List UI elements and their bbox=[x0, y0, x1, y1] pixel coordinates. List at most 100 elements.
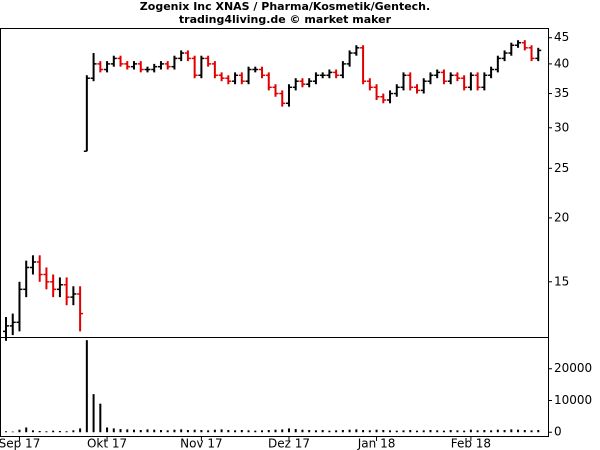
y-tick-label: 30 bbox=[554, 120, 569, 134]
volume-bar bbox=[65, 431, 68, 433]
volume-bar bbox=[517, 429, 520, 433]
volume-bar bbox=[382, 430, 385, 433]
volume-bar bbox=[442, 430, 445, 433]
x-tick-label: Okt 17 bbox=[87, 437, 127, 450]
volume-bar bbox=[301, 429, 304, 433]
y-tick-label: 20 bbox=[554, 210, 569, 224]
volume-bar bbox=[153, 429, 156, 433]
volume-bar bbox=[267, 430, 270, 433]
volume-bar bbox=[126, 429, 129, 433]
volume-bar bbox=[348, 429, 351, 433]
volume-bar bbox=[469, 429, 472, 433]
volume-bar bbox=[119, 429, 122, 433]
volume-bar bbox=[510, 429, 513, 433]
volume-bar bbox=[193, 429, 196, 433]
volume-bar bbox=[449, 430, 452, 433]
volume-bar bbox=[490, 430, 493, 433]
volume-bar bbox=[429, 430, 432, 433]
volume-bar bbox=[503, 430, 506, 433]
volume-bar bbox=[207, 430, 210, 433]
volume-bar bbox=[355, 429, 358, 433]
volume-bar bbox=[389, 430, 392, 433]
chart-title: Zogenix Inc XNAS / Pharma/Kosmetik/Gente… bbox=[140, 0, 430, 13]
volume-bar bbox=[240, 430, 243, 433]
y-tick-label: 15 bbox=[554, 274, 569, 288]
volume-bar bbox=[254, 430, 257, 433]
volume-bar bbox=[328, 430, 331, 433]
volume-bar bbox=[483, 430, 486, 433]
x-tick-label: Feb 18 bbox=[451, 437, 491, 450]
volume-bar bbox=[456, 430, 459, 433]
volume-bar bbox=[146, 429, 149, 433]
volume-bar bbox=[112, 428, 115, 433]
volume-bar bbox=[530, 430, 533, 433]
volume-bar bbox=[314, 430, 317, 433]
volume-bar bbox=[261, 430, 264, 433]
volume-bar bbox=[213, 429, 216, 433]
volume-bar bbox=[72, 430, 75, 433]
plot-frame bbox=[0, 28, 549, 437]
volume-bar bbox=[402, 430, 405, 433]
y-tick-label: 0 bbox=[554, 425, 562, 439]
volume-bar bbox=[537, 430, 540, 433]
volume-bar bbox=[274, 429, 277, 433]
volume-bar bbox=[52, 430, 55, 433]
volume-bar bbox=[436, 430, 439, 433]
volume-bar bbox=[159, 430, 162, 433]
volume-bar bbox=[200, 430, 203, 433]
chart-subtitle: trading4living.de © market maker bbox=[179, 13, 392, 26]
volume-bar bbox=[362, 430, 365, 433]
volume-bar bbox=[5, 431, 7, 433]
volume-bar bbox=[139, 430, 142, 433]
volume-bar bbox=[227, 430, 230, 433]
volume-bar bbox=[234, 430, 237, 433]
volume-bar bbox=[308, 430, 311, 433]
x-tick-label: Dez 17 bbox=[268, 437, 310, 450]
volume-bar bbox=[133, 429, 136, 433]
volume-bar bbox=[99, 403, 102, 433]
volume-bar bbox=[341, 430, 344, 433]
volume-bar bbox=[375, 429, 378, 433]
volume-bar bbox=[31, 430, 34, 433]
volume-bar bbox=[220, 429, 223, 433]
volume-bar bbox=[25, 427, 28, 433]
volume-bar bbox=[281, 429, 284, 433]
volume-bar bbox=[11, 431, 14, 433]
volume-bar bbox=[173, 429, 176, 433]
volume-bar bbox=[335, 430, 338, 433]
volume-bar bbox=[85, 340, 88, 433]
volume-bar bbox=[321, 430, 324, 433]
volume-bar bbox=[247, 430, 250, 433]
volume-bar bbox=[106, 427, 109, 433]
volume-bar bbox=[415, 430, 418, 433]
volume-bar bbox=[395, 430, 398, 433]
y-tick-label: 40 bbox=[554, 56, 569, 70]
x-tick-label: Jan 18 bbox=[357, 437, 396, 450]
volume-bar bbox=[523, 430, 526, 433]
y-tick-label: 35 bbox=[554, 86, 569, 100]
volume-bar bbox=[368, 430, 371, 433]
volume-bar bbox=[18, 429, 21, 433]
volume-bar bbox=[180, 429, 183, 433]
volume-bar bbox=[45, 431, 48, 433]
volume-bar bbox=[496, 429, 499, 433]
y-tick-label: 25 bbox=[554, 161, 569, 175]
x-tick-label: Nov 17 bbox=[180, 437, 223, 450]
volume-bar bbox=[38, 430, 41, 433]
volume-bar bbox=[186, 430, 189, 433]
volume-bar bbox=[287, 428, 290, 433]
volume-bar bbox=[166, 430, 169, 433]
volume-bar bbox=[92, 394, 95, 433]
volume-bar bbox=[409, 430, 412, 433]
volume-bar bbox=[58, 430, 61, 433]
volume-bar bbox=[463, 430, 466, 433]
volume-bar bbox=[294, 429, 297, 433]
y-tick-label: 20000 bbox=[554, 361, 592, 375]
y-tick-label: 45 bbox=[554, 30, 569, 44]
y-tick-label: 10000 bbox=[554, 393, 592, 407]
volume-bar bbox=[476, 430, 479, 433]
volume-bar bbox=[79, 428, 82, 433]
volume-bar bbox=[422, 430, 425, 433]
